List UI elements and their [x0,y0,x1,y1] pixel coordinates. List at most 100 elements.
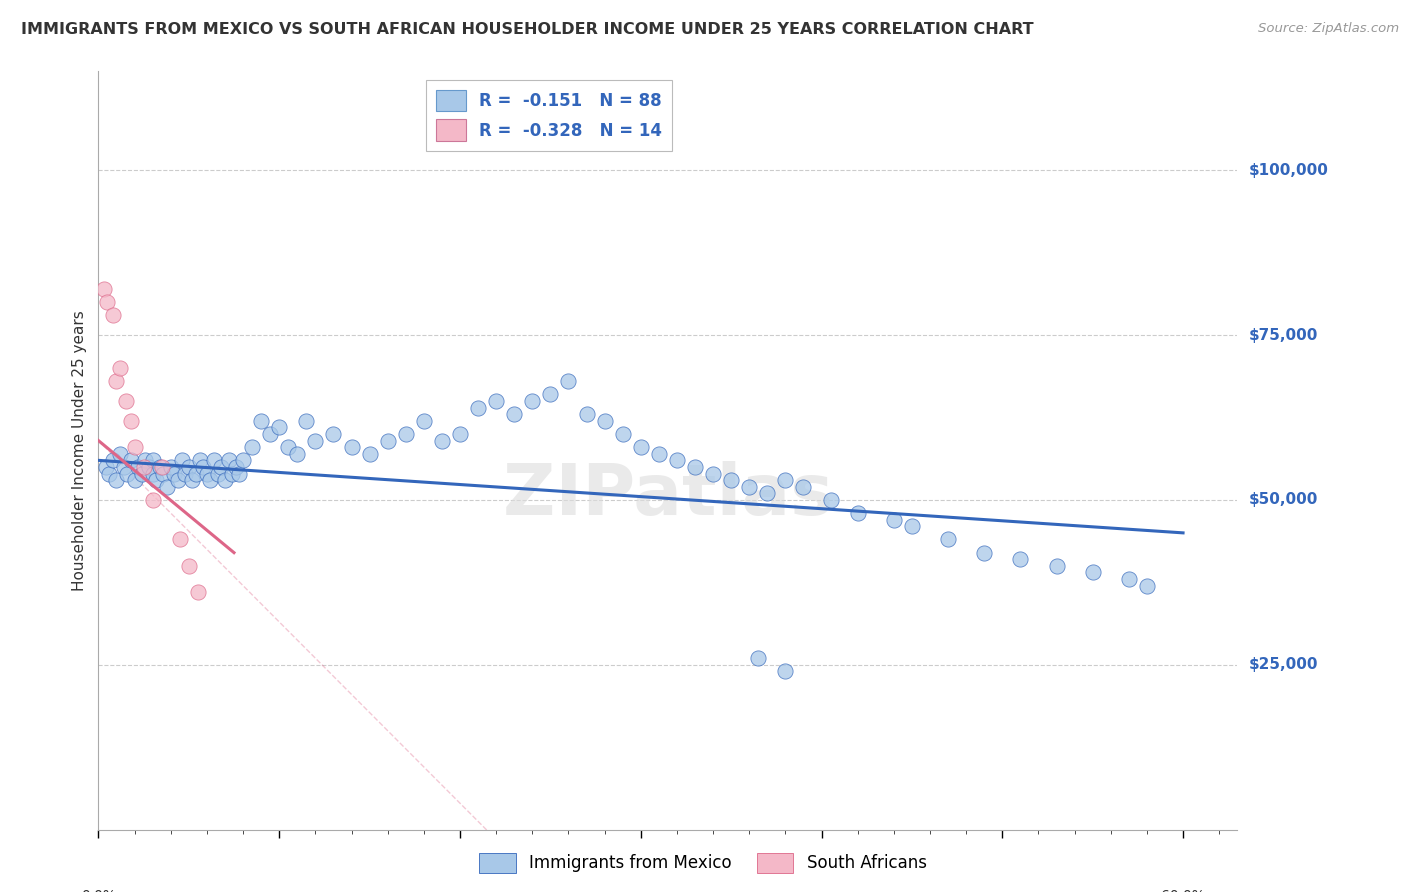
Point [322,427,344,442]
Point [612,427,634,442]
Point [720,473,742,487]
Point [557,374,579,388]
Point [150,459,173,474]
Text: 0.0%: 0.0% [82,889,115,892]
Point [108,447,131,461]
Point [98,467,121,481]
Point [209,459,232,474]
Point [101,453,124,467]
Point [883,513,905,527]
Point [225,459,247,474]
Point [218,453,240,467]
Point [134,453,156,467]
Point [377,434,399,448]
Text: $50,000: $50,000 [1249,492,1317,508]
Point [467,401,489,415]
Point [177,459,200,474]
Point [430,434,453,448]
Point [159,459,181,474]
Point [295,414,318,428]
Y-axis label: Householder Income Under 25 years: Householder Income Under 25 years [72,310,87,591]
Point [340,440,363,454]
Point [221,467,243,481]
Point [846,506,869,520]
Point [775,665,797,679]
Point [756,486,779,500]
Text: $100,000: $100,000 [1249,162,1329,178]
Point [304,434,326,448]
Point [240,440,263,454]
Point [522,394,544,409]
Point [259,427,281,442]
Point [117,467,139,481]
Point [96,295,118,310]
Point [156,480,179,494]
Point [207,467,229,481]
Text: $25,000: $25,000 [1249,657,1317,673]
Point [936,533,959,547]
Point [94,459,117,474]
Point [124,473,146,487]
Point [93,282,115,296]
Point [232,453,254,467]
Point [108,361,131,376]
Point [188,453,211,467]
Point [485,394,508,409]
Point [1118,572,1140,586]
Point [277,440,299,454]
Point [120,453,142,467]
Point [112,459,135,474]
Point [683,459,706,474]
Point [775,473,797,487]
Point [269,420,291,434]
Point [792,480,814,494]
Point [901,519,924,533]
Text: 60.0%: 60.0% [1161,889,1205,892]
Point [145,473,167,487]
Point [193,459,215,474]
Point [412,414,434,428]
Point [127,459,149,474]
Point [195,467,218,481]
Point [285,447,308,461]
Point [142,492,165,507]
Point [250,414,273,428]
Point [101,308,124,322]
Legend: Immigrants from Mexico, South Africans: Immigrants from Mexico, South Africans [472,847,934,880]
Point [120,414,142,428]
Point [124,440,146,454]
Point [593,414,616,428]
Point [170,453,193,467]
Legend: R =  -0.151   N = 88, R =  -0.328   N = 14: R = -0.151 N = 88, R = -0.328 N = 14 [426,79,672,151]
Point [1136,579,1159,593]
Point [169,533,191,547]
Point [973,546,995,560]
Text: ZIPat​las: ZIPat​las [503,461,832,531]
Point [630,440,652,454]
Point [395,427,418,442]
Point [174,467,197,481]
Point [200,473,222,487]
Point [665,453,688,467]
Point [538,387,561,401]
Point [105,473,128,487]
Point [738,480,761,494]
Point [167,473,190,487]
Point [142,467,165,481]
Point [202,453,225,467]
Point [142,453,165,467]
Text: Source: ZipAtlas.com: Source: ZipAtlas.com [1258,22,1399,36]
Point [214,473,236,487]
Point [184,467,207,481]
Text: IMMIGRANTS FROM MEXICO VS SOUTH AFRICAN HOUSEHOLDER INCOME UNDER 25 YEARS CORREL: IMMIGRANTS FROM MEXICO VS SOUTH AFRICAN … [21,22,1033,37]
Point [1010,552,1032,566]
Point [648,447,671,461]
Point [575,407,598,421]
Point [503,407,526,421]
Point [228,467,250,481]
Point [131,467,153,481]
Point [163,467,186,481]
Point [1045,558,1067,573]
Point [820,492,842,507]
Point [449,427,471,442]
